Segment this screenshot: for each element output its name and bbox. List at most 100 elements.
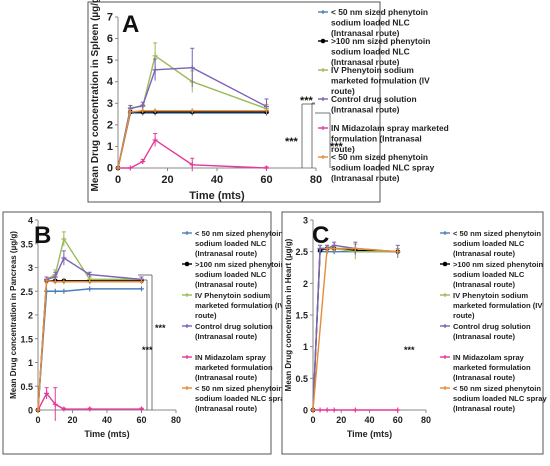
legend-entry-line: sodium loaded NLC <box>453 270 525 279</box>
legend-entry: IV Phenytoin sodium marketed formulation … <box>453 291 543 320</box>
legend-entry-line: marketed formulation <box>453 363 531 372</box>
x-tick-label: 40 <box>211 174 223 186</box>
legend-entry-line: sodium loaded NLC spray <box>331 162 435 172</box>
data-point <box>324 407 330 413</box>
x-tick-label: 20 <box>67 415 77 425</box>
x-tick-label: 40 <box>102 415 112 425</box>
legend-marker <box>321 155 325 159</box>
data-point <box>139 406 144 412</box>
legend-entry: IN Midazolam spray marketed formulation (… <box>331 123 449 154</box>
legend-entry: Control drug solution (Intranasal route) <box>331 94 417 114</box>
legend-marker <box>321 97 325 101</box>
legend-entry-line: (Intranasal route) <box>453 332 515 341</box>
legend-entry: < 50 nm sized phenytoin sodium loaded NLC… <box>331 7 428 38</box>
legend-entry-line: (Intranasal route) <box>453 249 515 258</box>
significance-stars: *** <box>155 323 166 333</box>
legend-entry-line: IV Phenytoin sodium <box>331 65 414 75</box>
legend-entry-line: < 50 nm sized phenytoin <box>195 229 283 238</box>
legend-marker <box>443 231 447 235</box>
x-tick-label: 20 <box>336 415 346 425</box>
legend-entry-line: (Intranasal route) <box>453 280 515 289</box>
legend-entry-line: route) <box>331 86 355 96</box>
legend-entry: >100 nm sized phenytoin sodium loaded NLC… <box>195 260 285 289</box>
data-point <box>52 274 58 280</box>
legend-entry-line: >100 nm sized phenytoin <box>331 36 430 46</box>
data-point <box>331 407 337 413</box>
legend-entry-line: route) <box>331 144 355 154</box>
y-tick-label: 1.5 <box>295 311 308 321</box>
y-tick-label: 1 <box>303 342 308 352</box>
legend-marker <box>443 324 447 328</box>
x-tick-label: 20 <box>161 174 173 186</box>
data-point <box>152 67 158 73</box>
legend-entry-line: marketed formulation (IV <box>331 75 430 85</box>
legend-marker <box>443 293 447 297</box>
legend-marker <box>184 261 190 267</box>
legend-entry-line: >100 nm sized phenytoin <box>453 260 543 269</box>
series-line <box>117 110 267 169</box>
legend-marker <box>185 231 189 235</box>
panel-letter: A <box>122 11 139 38</box>
data-point <box>87 406 93 412</box>
legend-entry-line: (Intranasal route) <box>453 404 515 413</box>
data-point <box>152 137 158 143</box>
y-tick-label: 4 <box>107 76 114 88</box>
x-tick-label: 40 <box>364 415 374 425</box>
legend-entry-line: (Intranasal route) <box>331 173 400 183</box>
legend-entry-line: route) <box>195 311 217 320</box>
data-point <box>140 159 146 165</box>
legend-entry: >100 nm sized phenytoin sodium loaded NLC… <box>453 260 543 289</box>
x-tick-label: 80 <box>310 174 322 186</box>
panel-letter: C <box>312 222 329 249</box>
panel-letter: B <box>34 222 51 249</box>
legend-entry-line: marketed formulation <box>195 363 273 372</box>
y-axis-title: Mean Drug concentration in Heart (µg/g) <box>284 238 293 391</box>
data-point <box>52 288 58 294</box>
x-axis-title: Time (mts) <box>84 429 129 439</box>
x-axis-title: Time (mts) <box>347 429 392 439</box>
legend-entry: IN Midazolam spray marketed formulation (I… <box>453 353 531 382</box>
legend-entry-line: (Intranasal route) <box>195 332 257 341</box>
data-point <box>352 246 358 251</box>
panel-c: 0 0.5 1 1.5 2 2.5 3 0 20 40 60 80 Time (mts) Mean Dru… <box>281 211 547 455</box>
y-tick-label: 2.5 <box>295 247 308 257</box>
legend-entry-line: (Intranasal route) <box>195 249 257 258</box>
legend-entry-line: route) <box>453 311 475 320</box>
y-axis-title: Mean Drug concentration in Pancreas (µg/… <box>9 231 18 399</box>
data-point <box>152 53 158 59</box>
legend-entry-line: < 50 nm sized phenytoin <box>331 7 428 17</box>
data-point <box>61 279 67 285</box>
data-point <box>395 407 401 413</box>
data-point <box>352 407 358 413</box>
y-tick-label: 0.5 <box>295 374 308 384</box>
legend-entry-line: formulation (Intranasal <box>331 133 422 143</box>
legend-entry: < 50 nm sized phenytoin sodium loaded NLC… <box>195 384 289 413</box>
legend-entry-line: < 50 nm sized phenytoin <box>331 152 428 162</box>
x-tick-label: 60 <box>260 174 272 186</box>
y-tick-label: 1 <box>28 358 33 368</box>
legend-entry: < 50 nm sized phenytoin sodium loaded NLC… <box>453 229 541 258</box>
legend-entry: >100 nm sized phenytoin sodium loaded NLC… <box>331 36 430 67</box>
legend-entry-line: >100 nm sized phenytoin <box>195 260 285 269</box>
x-axis-title: Time (mts) <box>189 190 245 202</box>
legend-marker <box>185 293 189 297</box>
y-tick-label: 2 <box>107 119 113 131</box>
data-point <box>140 102 146 108</box>
legend-marker <box>442 261 448 267</box>
y-tick-label: 5 <box>107 55 113 67</box>
legend-entry-line: sodium loaded NLC <box>195 270 267 279</box>
y-tick-label: 3 <box>107 98 113 110</box>
data-point <box>52 401 58 407</box>
data-point <box>189 162 195 168</box>
x-tick-label: 0 <box>310 415 315 425</box>
legend-entry-line: (Intranasal route) <box>453 373 515 382</box>
data-point <box>52 279 58 285</box>
legend-entry: IN Midazolam spray marketed formulation (I… <box>195 353 273 382</box>
legend-entry-line: Control drug solution <box>453 322 531 331</box>
legend-marker <box>185 324 189 328</box>
legend-entry: < 50 nm sized phenytoin sodium loaded NLC… <box>195 229 283 258</box>
significance-stars: *** <box>285 136 299 148</box>
data-point <box>44 390 50 396</box>
x-tick-label: 60 <box>136 415 146 425</box>
y-tick-label: 3 <box>28 263 33 273</box>
